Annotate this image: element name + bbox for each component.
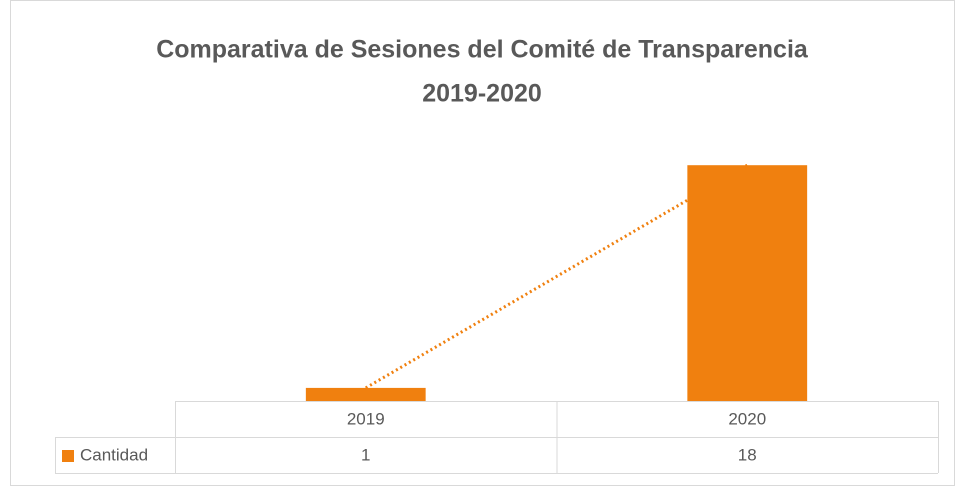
data-table-value: 18 [738,445,757,464]
data-table-value: 1 [361,445,370,464]
trendline [364,163,749,390]
bar [687,165,808,401]
x-tick-label: 2019 [347,409,385,428]
legend-key [62,450,74,462]
chart-title: Comparativa de Sesiones del Comité de Tr… [156,36,809,64]
chart-border [10,0,955,486]
chart-title: 2019-2020 [422,80,542,108]
legend-label: Cantidad [80,445,148,464]
x-tick-label: 2020 [728,409,766,428]
bar [305,387,426,401]
